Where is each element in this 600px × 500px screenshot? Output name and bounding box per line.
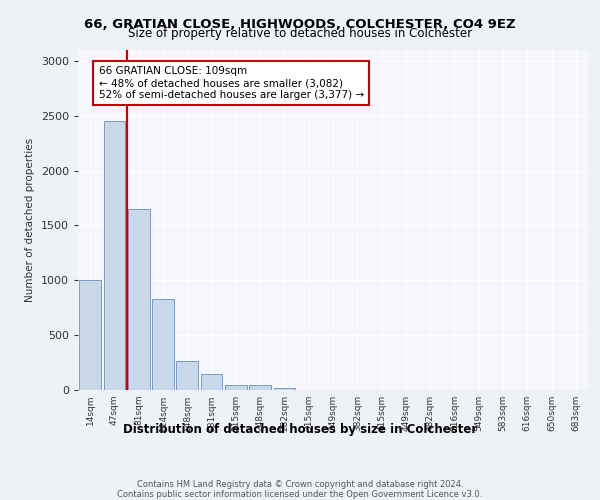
Y-axis label: Number of detached properties: Number of detached properties <box>25 138 35 302</box>
Bar <box>152 299 174 390</box>
Bar <box>128 209 149 390</box>
Text: Distribution of detached houses by size in Colchester: Distribution of detached houses by size … <box>123 422 477 436</box>
Bar <box>200 374 223 390</box>
Bar <box>79 280 101 390</box>
Text: 66, GRATIAN CLOSE, HIGHWOODS, COLCHESTER, CO4 9EZ: 66, GRATIAN CLOSE, HIGHWOODS, COLCHESTER… <box>84 18 516 30</box>
Bar <box>274 388 295 390</box>
Text: Contains HM Land Registry data © Crown copyright and database right 2024.
Contai: Contains HM Land Registry data © Crown c… <box>118 480 482 500</box>
Bar <box>104 122 125 390</box>
Text: Size of property relative to detached houses in Colchester: Size of property relative to detached ho… <box>128 28 472 40</box>
Bar <box>249 384 271 390</box>
Text: 66 GRATIAN CLOSE: 109sqm
← 48% of detached houses are smaller (3,082)
52% of sem: 66 GRATIAN CLOSE: 109sqm ← 48% of detach… <box>98 66 364 100</box>
Bar <box>225 384 247 390</box>
Bar <box>176 362 198 390</box>
